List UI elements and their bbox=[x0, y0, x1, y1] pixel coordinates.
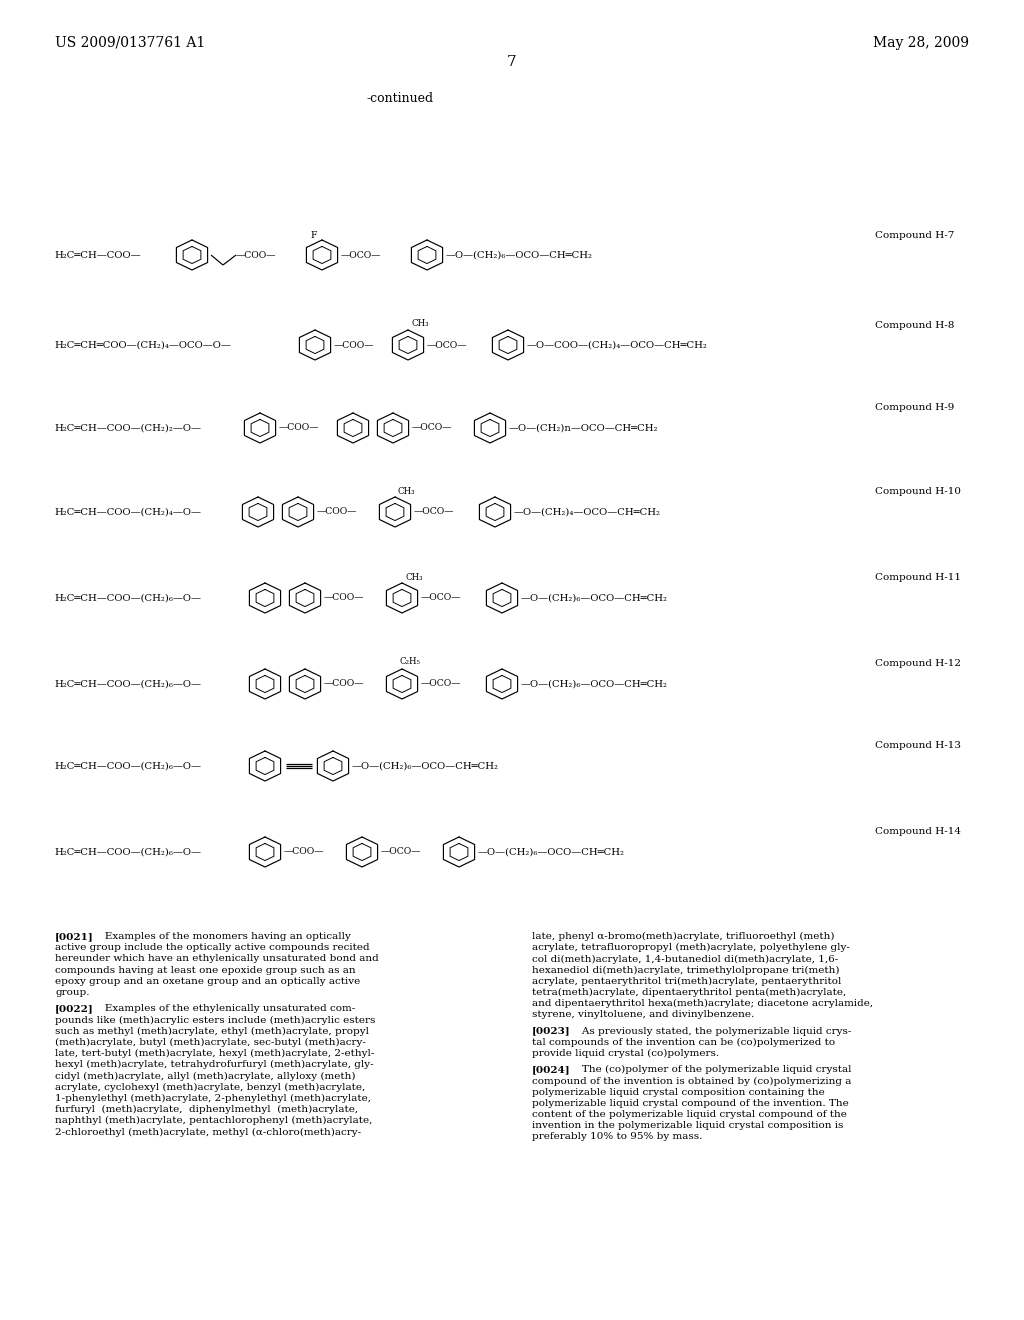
Text: —O—(CH₂)n—OCO—CH═CH₂: —O—(CH₂)n—OCO—CH═CH₂ bbox=[509, 424, 658, 433]
Text: late, phenyl α-bromo(meth)acrylate, trifluoroethyl (meth): late, phenyl α-bromo(meth)acrylate, trif… bbox=[532, 932, 835, 941]
Text: [0024]: [0024] bbox=[532, 1065, 570, 1074]
Text: compounds having at least one epoxide group such as an: compounds having at least one epoxide gr… bbox=[55, 966, 355, 974]
Text: —O—(CH₂)₆—OCO—CH═CH₂: —O—(CH₂)₆—OCO—CH═CH₂ bbox=[478, 847, 625, 857]
Text: naphthyl (meth)acrylate, pentachlorophenyl (meth)acrylate,: naphthyl (meth)acrylate, pentachlorophen… bbox=[55, 1117, 373, 1126]
Text: styrene, vinyltoluene, and divinylbenzene.: styrene, vinyltoluene, and divinylbenzen… bbox=[532, 1010, 755, 1019]
Text: furfuryl  (meth)acrylate,  diphenylmethyl  (meth)acrylate,: furfuryl (meth)acrylate, diphenylmethyl … bbox=[55, 1105, 358, 1114]
Text: [0023]: [0023] bbox=[532, 1027, 570, 1036]
Text: —O—(CH₂)₆—OCO—CH═CH₂: —O—(CH₂)₆—OCO—CH═CH₂ bbox=[352, 762, 499, 771]
Text: —COO—: —COO— bbox=[317, 507, 357, 516]
Text: CH₃: CH₃ bbox=[411, 319, 429, 329]
Text: (meth)acrylate, butyl (meth)acrylate, sec-butyl (meth)acry-: (meth)acrylate, butyl (meth)acrylate, se… bbox=[55, 1038, 366, 1047]
Text: —OCO—: —OCO— bbox=[421, 680, 462, 689]
Text: Examples of the monomers having an optically: Examples of the monomers having an optic… bbox=[88, 932, 351, 941]
Text: CH₃: CH₃ bbox=[406, 573, 423, 582]
Text: —COO—: —COO— bbox=[324, 680, 365, 689]
Text: H₂C═CH—COO—(CH₂)₆—O—: H₂C═CH—COO—(CH₂)₆—O— bbox=[54, 762, 201, 771]
Text: —O—(CH₂)₆—OCO—CH═CH₂: —O—(CH₂)₆—OCO—CH═CH₂ bbox=[446, 251, 593, 260]
Text: and dipentaerythritol hexa(meth)acrylate; diacetone acrylamide,: and dipentaerythritol hexa(meth)acrylate… bbox=[532, 999, 873, 1008]
Text: hexyl (meth)acrylate, tetrahydrofurfuryl (meth)acrylate, gly-: hexyl (meth)acrylate, tetrahydrofurfuryl… bbox=[55, 1060, 374, 1069]
Text: acrylate, cyclohexyl (meth)acrylate, benzyl (meth)acrylate,: acrylate, cyclohexyl (meth)acrylate, ben… bbox=[55, 1082, 366, 1092]
Text: acrylate, pentaerythritol tri(meth)acrylate, pentaerythritol: acrylate, pentaerythritol tri(meth)acryl… bbox=[532, 977, 842, 986]
Text: —OCO—: —OCO— bbox=[381, 847, 422, 857]
Text: H₂C═CH—COO—(CH₂)₆—O—: H₂C═CH—COO—(CH₂)₆—O— bbox=[54, 594, 201, 602]
Text: hexanediol di(meth)acrylate, trimethylolpropane tri(meth): hexanediol di(meth)acrylate, trimethylol… bbox=[532, 966, 840, 974]
Text: invention in the polymerizable liquid crystal composition is: invention in the polymerizable liquid cr… bbox=[532, 1121, 844, 1130]
Text: H₂C═CH—COO—(CH₂)₆—O—: H₂C═CH—COO—(CH₂)₆—O— bbox=[54, 680, 201, 689]
Text: Compound H-7: Compound H-7 bbox=[874, 231, 954, 239]
Text: —OCO—: —OCO— bbox=[427, 341, 468, 350]
Text: col di(meth)acrylate, 1,4-butanediol di(meth)acrylate, 1,6-: col di(meth)acrylate, 1,4-butanediol di(… bbox=[532, 954, 839, 964]
Text: —O—(CH₂)₄—OCO—CH═CH₂: —O—(CH₂)₄—OCO—CH═CH₂ bbox=[514, 507, 662, 516]
Text: Examples of the ethylenically unsaturated com-: Examples of the ethylenically unsaturate… bbox=[88, 1005, 355, 1014]
Text: —OCO—: —OCO— bbox=[421, 594, 462, 602]
Text: Compound H-12: Compound H-12 bbox=[874, 660, 961, 668]
Text: [0022]: [0022] bbox=[55, 1005, 94, 1014]
Text: [0021]: [0021] bbox=[55, 932, 94, 941]
Text: compound of the invention is obtained by (co)polymerizing a: compound of the invention is obtained by… bbox=[532, 1076, 851, 1085]
Text: —O—(CH₂)₆—OCO—CH═CH₂: —O—(CH₂)₆—OCO—CH═CH₂ bbox=[521, 680, 668, 689]
Text: —O—COO—(CH₂)₄—OCO—CH═CH₂: —O—COO—(CH₂)₄—OCO—CH═CH₂ bbox=[527, 341, 708, 350]
Text: pounds like (meth)acrylic esters include (meth)acrylic esters: pounds like (meth)acrylic esters include… bbox=[55, 1015, 376, 1024]
Text: C₂H₅: C₂H₅ bbox=[400, 657, 421, 667]
Text: polymerizable liquid crystal composition containing the: polymerizable liquid crystal composition… bbox=[532, 1088, 824, 1097]
Text: As previously stated, the polymerizable liquid crys-: As previously stated, the polymerizable … bbox=[565, 1027, 851, 1036]
Text: —OCO—: —OCO— bbox=[412, 424, 453, 433]
Text: —O—(CH₂)₆—OCO—CH═CH₂: —O—(CH₂)₆—OCO—CH═CH₂ bbox=[521, 594, 668, 602]
Text: —COO—: —COO— bbox=[279, 424, 319, 433]
Text: —OCO—: —OCO— bbox=[414, 507, 455, 516]
Text: Compound H-14: Compound H-14 bbox=[874, 828, 961, 837]
Text: content of the polymerizable liquid crystal compound of the: content of the polymerizable liquid crys… bbox=[532, 1110, 847, 1119]
Text: —COO—: —COO— bbox=[324, 594, 365, 602]
Text: hereunder which have an ethylenically unsaturated bond and: hereunder which have an ethylenically un… bbox=[55, 954, 379, 964]
Text: epoxy group and an oxetane group and an optically active: epoxy group and an oxetane group and an … bbox=[55, 977, 360, 986]
Text: Compound H-8: Compound H-8 bbox=[874, 321, 954, 330]
Text: Compound H-13: Compound H-13 bbox=[874, 742, 961, 751]
Text: CH₃: CH₃ bbox=[398, 487, 416, 495]
Text: H₂C═CH—COO—(CH₂)₆—O—: H₂C═CH—COO—(CH₂)₆—O— bbox=[54, 847, 201, 857]
Text: tal compounds of the invention can be (co)polymerized to: tal compounds of the invention can be (c… bbox=[532, 1038, 836, 1047]
Text: acrylate, tetrafluoropropyl (meth)acrylate, polyethylene gly-: acrylate, tetrafluoropropyl (meth)acryla… bbox=[532, 944, 850, 952]
Text: late, tert-butyl (meth)acrylate, hexyl (meth)acrylate, 2-ethyl-: late, tert-butyl (meth)acrylate, hexyl (… bbox=[55, 1049, 375, 1059]
Text: H₂C═CH—COO—(CH₂)₂—O—: H₂C═CH—COO—(CH₂)₂—O— bbox=[54, 424, 201, 433]
Text: -continued: -continued bbox=[367, 92, 433, 106]
Text: polymerizable liquid crystal compound of the invention. The: polymerizable liquid crystal compound of… bbox=[532, 1098, 849, 1107]
Text: provide liquid crystal (co)polymers.: provide liquid crystal (co)polymers. bbox=[532, 1049, 719, 1059]
Text: cidyl (meth)acrylate, allyl (meth)acrylate, allyloxy (meth): cidyl (meth)acrylate, allyl (meth)acryla… bbox=[55, 1072, 355, 1081]
Text: —COO—: —COO— bbox=[236, 251, 276, 260]
Text: group.: group. bbox=[55, 987, 89, 997]
Text: H₂C═CH═COO—(CH₂)₄—OCO—O—: H₂C═CH═COO—(CH₂)₄—OCO—O— bbox=[54, 341, 230, 350]
Text: —OCO—: —OCO— bbox=[341, 251, 382, 260]
Text: Compound H-9: Compound H-9 bbox=[874, 404, 954, 412]
Text: H₂C═CH—COO—: H₂C═CH—COO— bbox=[54, 251, 140, 260]
Text: F: F bbox=[310, 231, 316, 239]
Text: Compound H-11: Compound H-11 bbox=[874, 573, 961, 582]
Text: preferably 10% to 95% by mass.: preferably 10% to 95% by mass. bbox=[532, 1133, 702, 1142]
Text: such as methyl (meth)acrylate, ethyl (meth)acrylate, propyl: such as methyl (meth)acrylate, ethyl (me… bbox=[55, 1027, 369, 1036]
Text: Compound H-10: Compound H-10 bbox=[874, 487, 961, 496]
Text: tetra(meth)acrylate, dipentaerythritol penta(meth)acrylate,: tetra(meth)acrylate, dipentaerythritol p… bbox=[532, 987, 846, 997]
Text: —COO—: —COO— bbox=[284, 847, 325, 857]
Text: 1-phenylethyl (meth)acrylate, 2-phenylethyl (meth)acrylate,: 1-phenylethyl (meth)acrylate, 2-phenylet… bbox=[55, 1094, 371, 1104]
Text: The (co)polymer of the polymerizable liquid crystal: The (co)polymer of the polymerizable liq… bbox=[565, 1065, 852, 1074]
Text: May 28, 2009: May 28, 2009 bbox=[873, 36, 969, 50]
Text: 2-chloroethyl (meth)acrylate, methyl (α-chloro(meth)acry-: 2-chloroethyl (meth)acrylate, methyl (α-… bbox=[55, 1127, 361, 1137]
Text: —COO—: —COO— bbox=[334, 341, 375, 350]
Text: 7: 7 bbox=[507, 55, 517, 69]
Text: active group include the optically active compounds recited: active group include the optically activ… bbox=[55, 944, 370, 952]
Text: H₂C═CH—COO—(CH₂)₄—O—: H₂C═CH—COO—(CH₂)₄—O— bbox=[54, 507, 201, 516]
Text: US 2009/0137761 A1: US 2009/0137761 A1 bbox=[55, 36, 205, 50]
